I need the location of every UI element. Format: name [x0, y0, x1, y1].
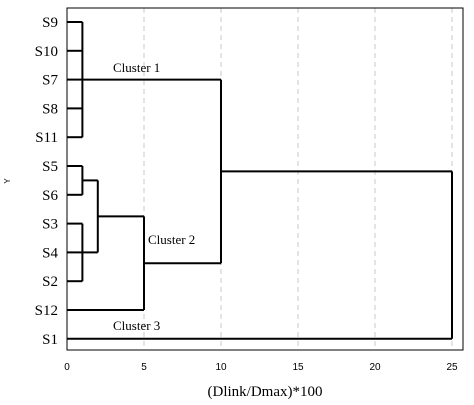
cluster-label-2: Cluster 2 [148, 232, 195, 247]
leaf-label-s8: S8 [42, 101, 58, 117]
dendrogram-branches [67, 21, 453, 340]
leaf-label-s6: S6 [42, 188, 58, 204]
leaf-label-s7: S7 [42, 73, 58, 89]
x-tick-label-15: 15 [292, 362, 304, 373]
leaf-label-s10: S10 [35, 44, 58, 60]
x-axis-label: (Dlink/Dmax)*100 [208, 384, 323, 400]
plot-frame [66, 7, 464, 351]
leaf-labels: S9 S10 S7 S8 S11 S5 S6 S3 S4 S2 S12 S1 [35, 15, 59, 348]
x-tick-label-5: 5 [141, 362, 147, 373]
x-tick-label-20: 20 [369, 362, 381, 373]
grid-lines [143, 8, 453, 350]
leaf-label-s9: S9 [42, 15, 58, 31]
leaf-label-s12: S12 [35, 303, 58, 319]
x-axis-ticks: 0 5 10 15 20 25 [64, 362, 458, 373]
leaf-label-s11: S11 [35, 130, 58, 146]
leaf-label-s1: S1 [42, 332, 58, 348]
leaf-label-s2: S2 [42, 274, 58, 290]
x-tick-label-0: 0 [64, 362, 70, 373]
y-axis-label: Y [3, 178, 12, 184]
cluster-label-3: Cluster 3 [113, 318, 160, 333]
leaf-label-s4: S4 [42, 245, 58, 261]
leaf-label-s5: S5 [42, 159, 58, 175]
leaf-label-s3: S3 [42, 217, 58, 233]
x-tick-label-25: 25 [446, 362, 458, 373]
cluster-annotations: Cluster 1 Cluster 2 Cluster 3 [113, 60, 195, 333]
x-tick-label-10: 10 [215, 362, 227, 373]
cluster-label-1: Cluster 1 [113, 60, 160, 75]
